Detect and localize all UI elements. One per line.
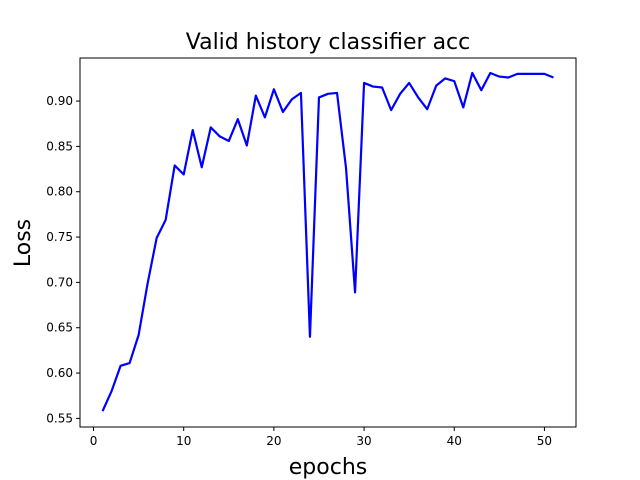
y-tick-label: 0.60 (46, 366, 73, 380)
y-axis: 0.55 0.60 0.65 0.70 0.75 0.80 0.85 0.90 (46, 94, 80, 425)
x-tick-label: 0 (90, 434, 98, 448)
y-tick-label: 0.65 (46, 321, 73, 335)
y-tick-label: 0.70 (46, 275, 73, 289)
y-tick-label: 0.55 (46, 411, 73, 425)
y-tick-label: 0.80 (46, 185, 73, 199)
x-axis: 0 10 20 30 40 50 (90, 427, 552, 448)
series-line (101, 71, 554, 412)
y-tick-label: 0.75 (46, 230, 73, 244)
chart-title: Valid history classifier acc (186, 30, 471, 55)
plot-frame (79, 57, 577, 428)
y-tick-label: 0.85 (46, 139, 73, 153)
x-axis-label: epochs (289, 455, 367, 480)
y-tick-label: 0.90 (46, 94, 73, 108)
y-axis-label: Loss (11, 219, 36, 267)
x-tick-label: 20 (266, 434, 281, 448)
x-tick-label: 40 (447, 434, 462, 448)
plot-area (101, 71, 554, 412)
x-tick-label: 30 (356, 434, 371, 448)
x-tick-label: 10 (176, 434, 191, 448)
x-tick-label: 50 (537, 434, 552, 448)
